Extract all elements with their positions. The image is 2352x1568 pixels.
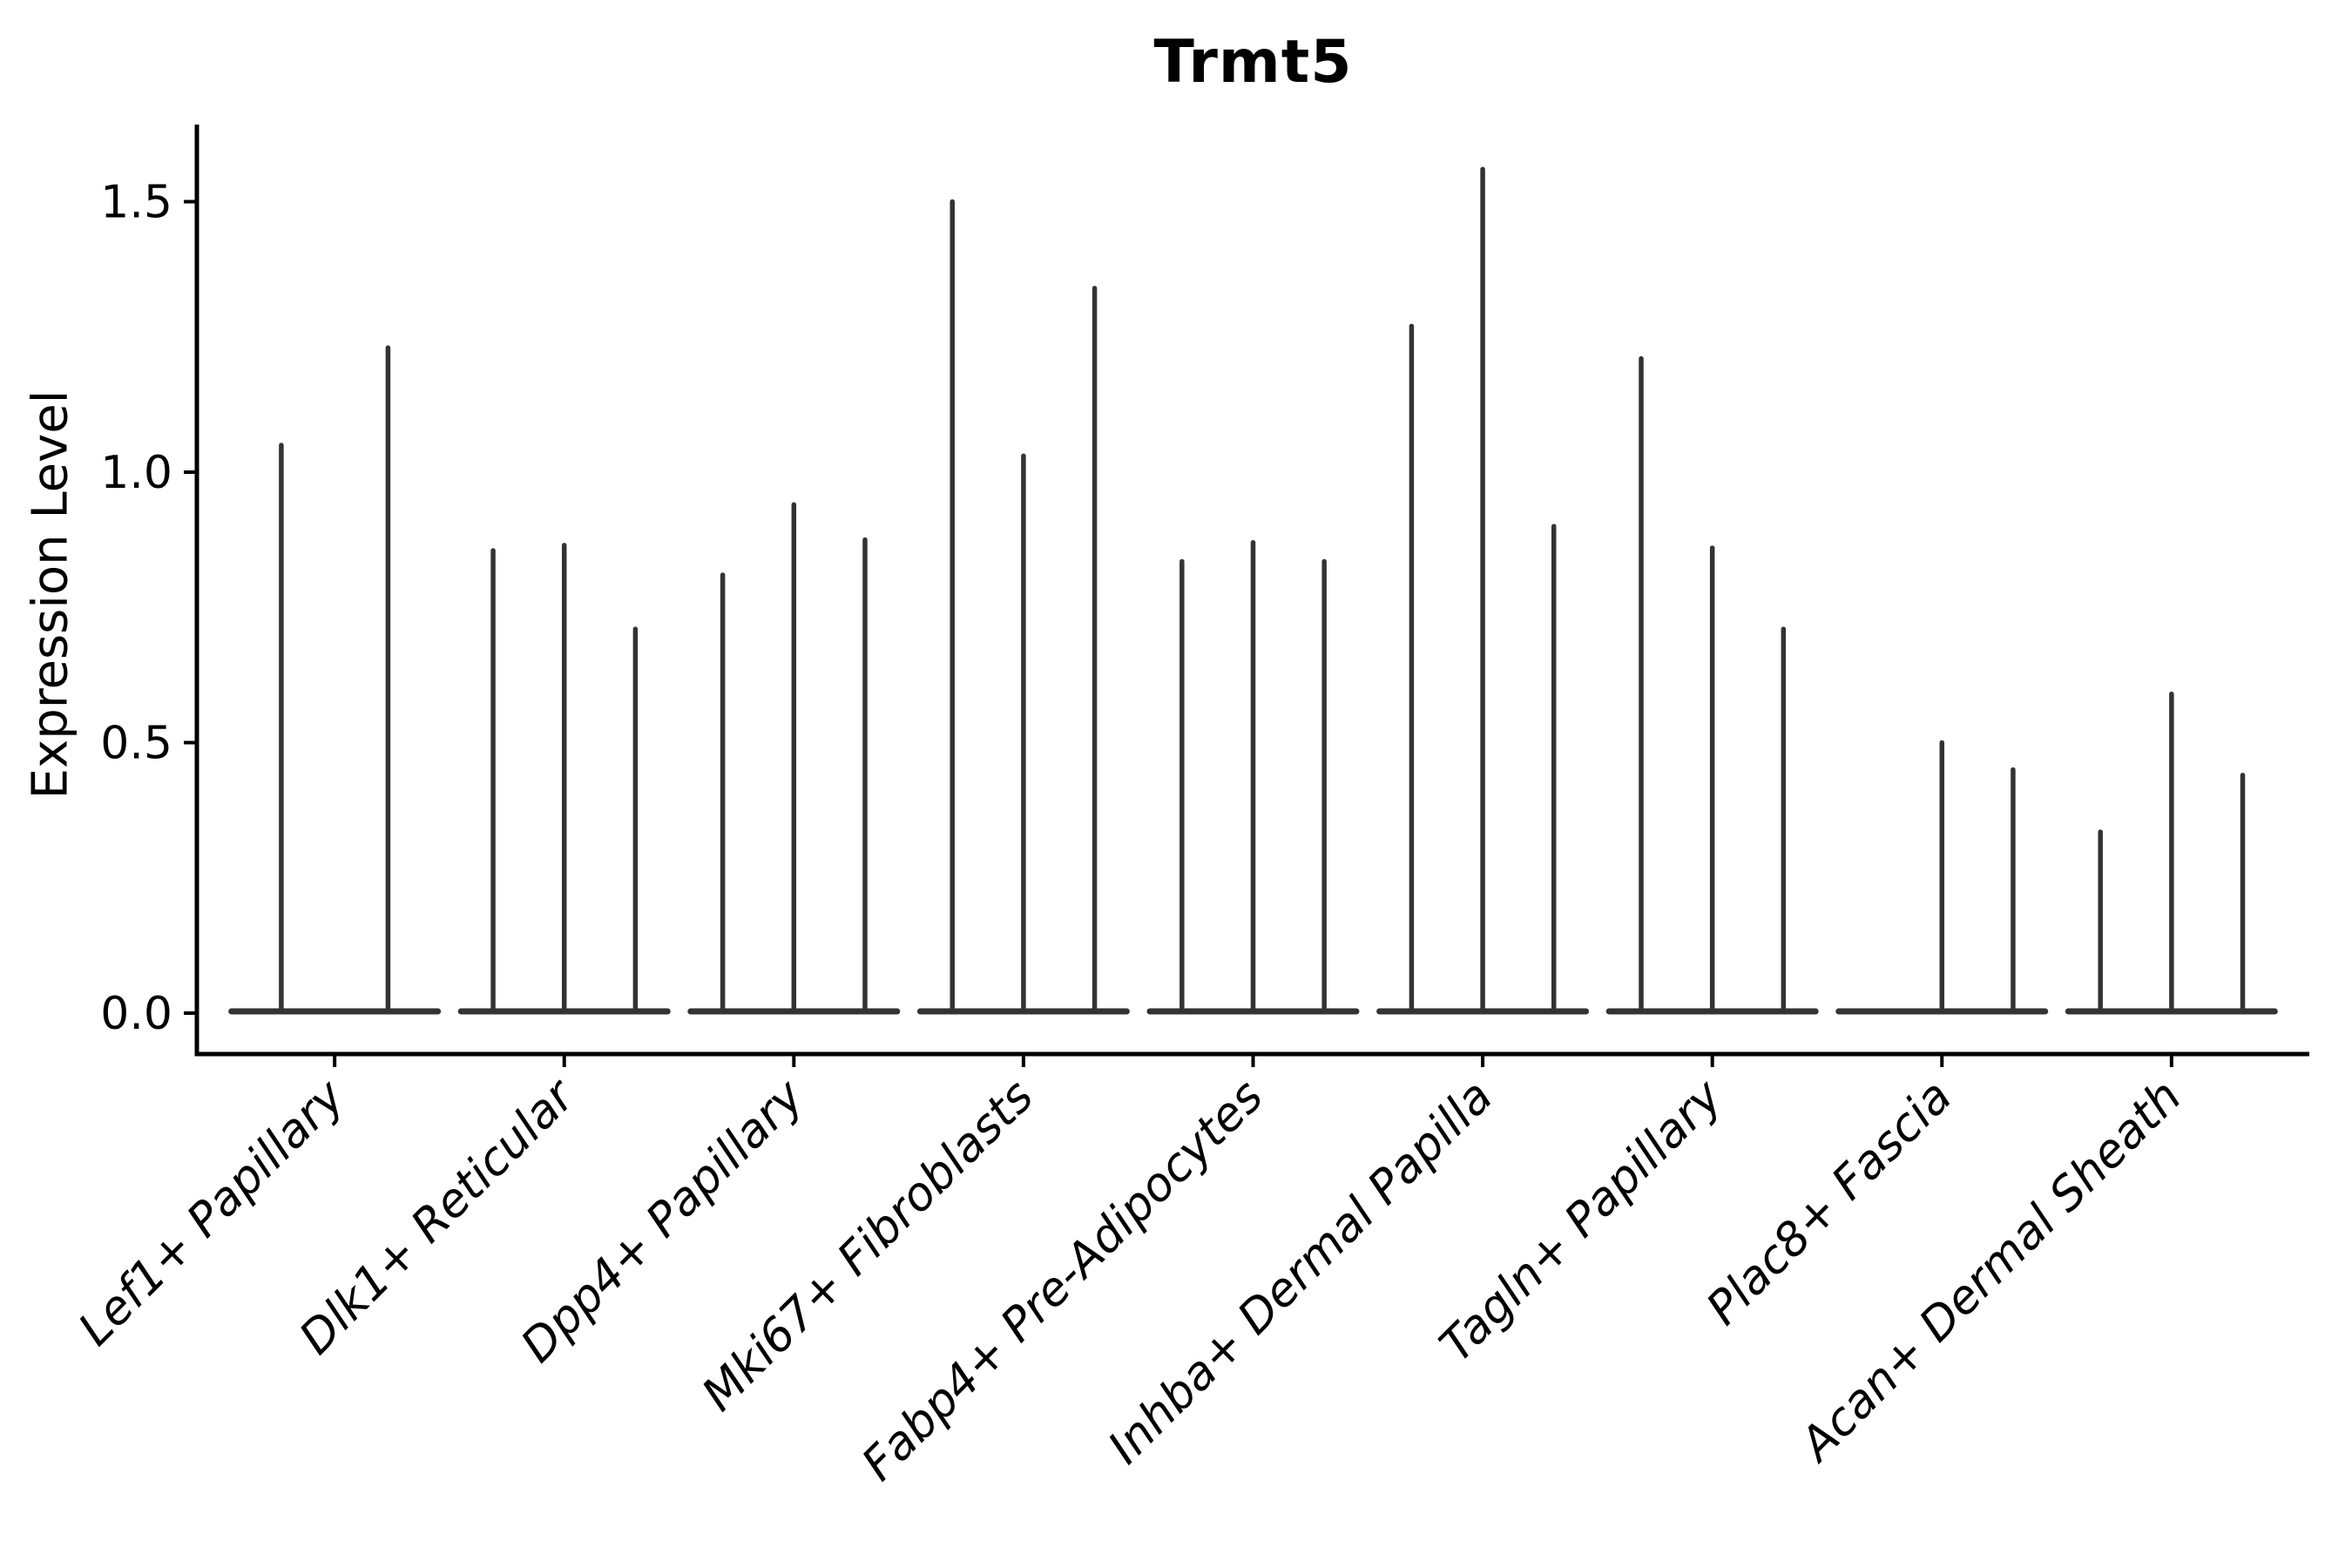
y-tick-label: 0.0 — [100, 988, 172, 1040]
x-tick-label: Fabp4+ Pre-Adipocytes — [852, 1070, 1274, 1491]
chart-title: Trmt5 — [1153, 28, 1353, 97]
x-tick-label: Acan+ Dermal Sheath — [1788, 1070, 2192, 1473]
x-tick-label: Inhba+ Dermal Papilla — [1098, 1070, 1503, 1474]
x-tick-label: Plac8+ Fascia — [1697, 1070, 1963, 1335]
y-axis-label: Expression Level — [22, 389, 79, 800]
y-tick-label: 1.5 — [100, 177, 172, 229]
y-tick-label: 0.5 — [100, 718, 172, 770]
y-tick-label: 1.0 — [100, 447, 172, 499]
